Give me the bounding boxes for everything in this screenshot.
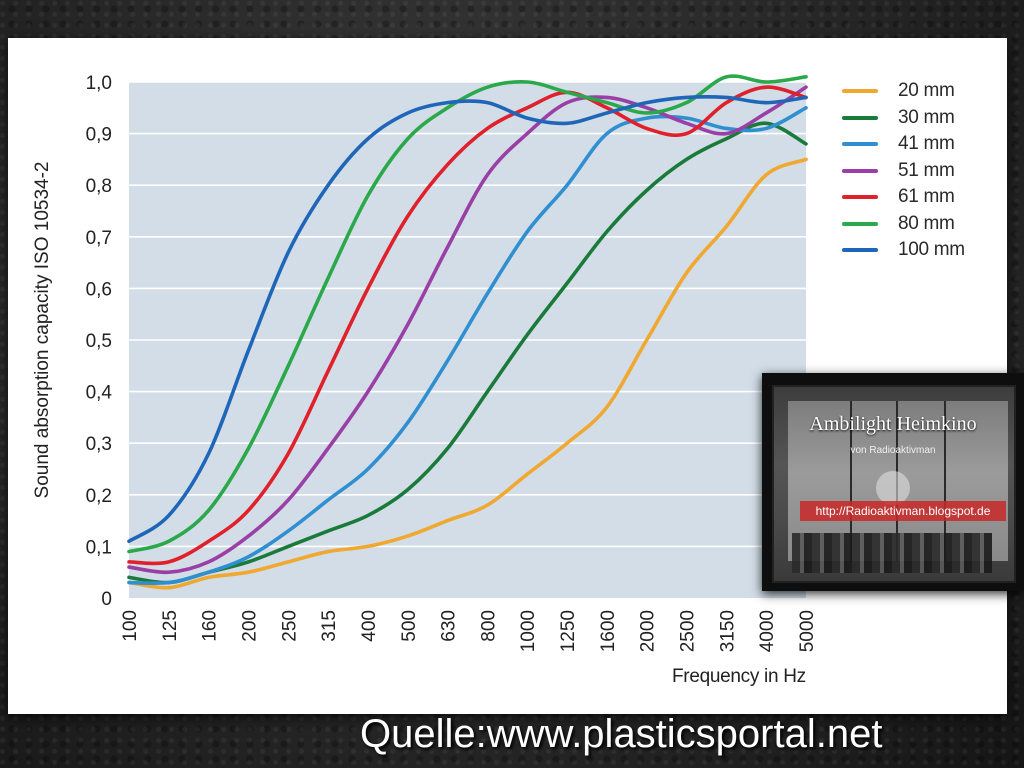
x-tick-label: 100 xyxy=(120,610,141,642)
y-axis-label: Sound absorption capacity ISO 10534-2 xyxy=(32,162,53,499)
x-tick-label: 200 xyxy=(239,610,260,642)
x-tick-label: 1250 xyxy=(558,610,579,652)
series-line-100-mm xyxy=(127,95,808,544)
y-tick-label: 0,1 xyxy=(86,537,112,558)
legend-item: 30 mm xyxy=(842,105,992,132)
x-tick-label: 125 xyxy=(160,610,181,642)
x-tick-label: 5000 xyxy=(797,610,818,652)
x-tick-label: 160 xyxy=(200,610,221,642)
series-line-51-mm xyxy=(127,85,808,575)
inset-photo: Ambilight Heimkino von Radioaktivman htt… xyxy=(762,373,1024,591)
y-tick-label: 0 xyxy=(101,589,112,610)
x-tick-label: 315 xyxy=(319,610,340,642)
legend-label: 100 mm xyxy=(898,239,965,261)
x-tick-label: 1000 xyxy=(518,610,539,652)
legend-label: 20 mm xyxy=(898,80,955,102)
legend-item: 100 mm xyxy=(842,237,992,264)
y-tick-label: 0,5 xyxy=(86,331,112,352)
y-tick-label: 0,6 xyxy=(86,279,112,300)
inset-url: http://Radioaktivman.blogspot.de xyxy=(800,501,1006,521)
x-axis-label: Frequency in Hz xyxy=(672,666,806,687)
chart-legend: 20 mm 30 mm 41 mm 51 mm 61 mm 80 mm 100 mm xyxy=(842,78,992,264)
x-tick-label: 250 xyxy=(279,610,300,642)
inset-title: Ambilight Heimkino xyxy=(809,413,977,435)
legend-item: 80 mm xyxy=(842,211,992,238)
y-tick-label: 0,3 xyxy=(86,434,112,455)
legend-swatch xyxy=(842,221,878,226)
y-tick-label: 0,8 xyxy=(86,176,112,197)
source-caption: Quelle:www.plasticsportal.net xyxy=(360,712,883,756)
x-tick-label: 630 xyxy=(439,610,460,642)
series-line-20-mm xyxy=(127,157,808,590)
y-tick-label: 1,0 xyxy=(86,73,112,94)
x-tick-label: 800 xyxy=(478,610,499,642)
legend-swatch xyxy=(842,248,878,253)
legend-item: 51 mm xyxy=(842,158,992,185)
legend-swatch xyxy=(842,89,878,94)
x-tick-label: 1600 xyxy=(598,610,619,652)
y-tick-label: 0,9 xyxy=(86,125,112,146)
legend-item: 61 mm xyxy=(842,184,992,211)
series-line-30-mm xyxy=(127,121,808,585)
absorption-chart: 0 0,1 0,2 0,3 0,4 0,5 0,6 0,7 0,8 0,9 1,0 100 125 160… xyxy=(32,73,818,652)
legend-swatch xyxy=(842,168,878,173)
legend-swatch xyxy=(842,115,878,120)
legend-swatch xyxy=(842,142,878,147)
legend-label: 51 mm xyxy=(898,159,955,181)
series-line-61-mm xyxy=(127,85,808,566)
legend-label: 41 mm xyxy=(898,133,955,155)
y-tick-label: 0,4 xyxy=(86,383,113,404)
inset-subtitle: von Radioaktivman xyxy=(850,445,936,456)
legend-label: 61 mm xyxy=(898,186,955,208)
x-tick-label: 400 xyxy=(359,610,380,642)
legend-label: 80 mm xyxy=(898,212,955,234)
x-tick-label: 2000 xyxy=(638,610,659,652)
series-line-41-mm xyxy=(127,106,808,586)
x-tick-label: 2500 xyxy=(678,610,699,652)
x-tick-label: 500 xyxy=(399,610,420,642)
apple-logo-icon xyxy=(876,471,910,505)
x-tick-label: 4000 xyxy=(757,610,778,652)
legend-item: 20 mm xyxy=(842,78,992,105)
x-tick-label: 3150 xyxy=(717,610,738,652)
legend-swatch xyxy=(842,195,878,200)
legend-item: 41 mm xyxy=(842,131,992,158)
series-line-80-mm xyxy=(127,74,808,554)
inset-chips xyxy=(792,533,992,573)
y-tick-label: 0,2 xyxy=(86,486,112,507)
y-tick-label: 0,7 xyxy=(86,228,112,249)
legend-label: 30 mm xyxy=(898,106,955,128)
